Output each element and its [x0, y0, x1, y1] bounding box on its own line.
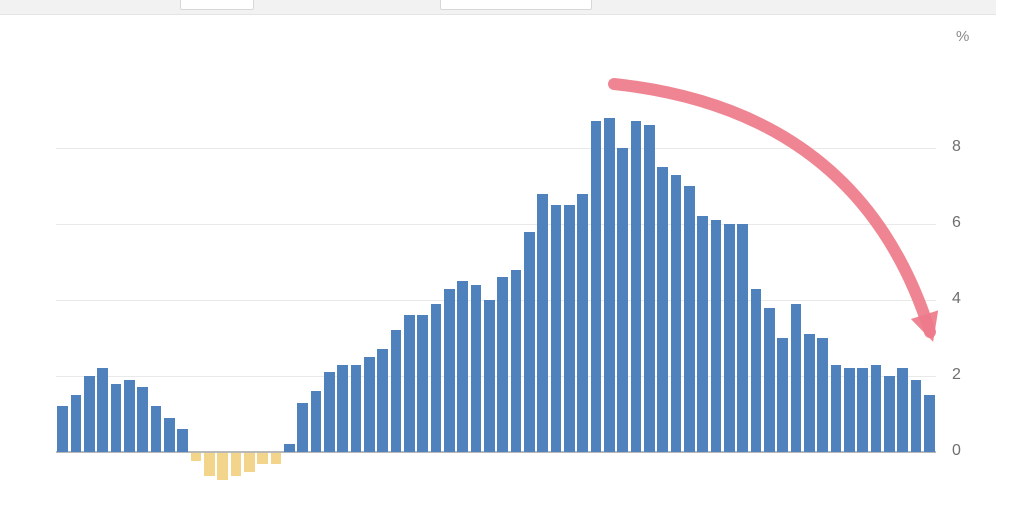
bar[interactable] [284, 444, 295, 452]
bar[interactable] [97, 368, 108, 452]
gridline [56, 224, 936, 225]
gridline [56, 148, 936, 149]
bar[interactable] [84, 376, 95, 452]
bar[interactable] [537, 194, 548, 452]
bar[interactable] [164, 418, 175, 452]
bar[interactable] [404, 315, 415, 452]
bar[interactable] [697, 216, 708, 452]
bar[interactable] [57, 406, 68, 452]
bar[interactable] [137, 387, 148, 452]
bar[interactable] [337, 365, 348, 452]
bar[interactable] [271, 453, 282, 464]
plot-area [56, 72, 936, 511]
y-tick-label: 4 [952, 290, 961, 308]
bar[interactable] [564, 205, 575, 452]
y-axis-unit: % [956, 28, 969, 45]
bar[interactable] [897, 368, 908, 452]
bar[interactable] [111, 384, 122, 452]
bar[interactable] [457, 281, 468, 452]
bar[interactable] [191, 453, 202, 461]
y-tick-label: 0 [952, 442, 961, 460]
bar[interactable] [604, 118, 615, 452]
bar[interactable] [671, 175, 682, 452]
bar[interactable] [871, 365, 882, 452]
bar[interactable] [591, 121, 602, 452]
bar[interactable] [377, 349, 388, 452]
toolbar-strip [0, 0, 996, 15]
toolbar-control[interactable] [180, 0, 254, 10]
bar[interactable] [737, 224, 748, 452]
bar[interactable] [911, 380, 922, 452]
bar[interactable] [791, 304, 802, 452]
bar[interactable] [857, 368, 868, 452]
bar[interactable] [471, 285, 482, 452]
bar[interactable] [711, 220, 722, 452]
y-tick-label: 8 [952, 138, 961, 156]
bar[interactable] [817, 338, 828, 452]
bar[interactable] [151, 406, 162, 452]
bar[interactable] [577, 194, 588, 452]
bar[interactable] [631, 121, 642, 452]
chart-frame: % 0 2 4 6 8 [0, 0, 1024, 511]
bar[interactable] [657, 167, 668, 452]
bar[interactable] [231, 453, 242, 476]
y-tick-label: 2 [952, 366, 961, 384]
bar[interactable] [831, 365, 842, 452]
bar[interactable] [777, 338, 788, 452]
bar[interactable] [324, 372, 335, 452]
bar[interactable] [804, 334, 815, 452]
bar[interactable] [751, 289, 762, 452]
bar[interactable] [257, 453, 268, 464]
bar[interactable] [217, 453, 228, 480]
bar[interactable] [617, 148, 628, 452]
bar[interactable] [924, 395, 935, 452]
bar[interactable] [204, 453, 215, 476]
bar[interactable] [684, 186, 695, 452]
bar[interactable] [391, 330, 402, 452]
toolbar-control[interactable] [440, 0, 592, 10]
bar[interactable] [244, 453, 255, 472]
y-tick-label: 6 [952, 214, 961, 232]
bar[interactable] [431, 304, 442, 452]
bar[interactable] [884, 376, 895, 452]
gridline [56, 300, 936, 301]
bar[interactable] [351, 365, 362, 452]
bar[interactable] [644, 125, 655, 452]
bar[interactable] [444, 289, 455, 452]
bar[interactable] [844, 368, 855, 452]
bar[interactable] [524, 232, 535, 452]
bar[interactable] [724, 224, 735, 452]
bar[interactable] [484, 300, 495, 452]
bar[interactable] [511, 270, 522, 452]
bar[interactable] [177, 429, 188, 452]
bar[interactable] [497, 277, 508, 452]
bar[interactable] [71, 395, 82, 452]
bar[interactable] [124, 380, 135, 452]
bar[interactable] [297, 403, 308, 452]
bar[interactable] [764, 308, 775, 452]
bar[interactable] [551, 205, 562, 452]
bar[interactable] [311, 391, 322, 452]
bar[interactable] [364, 357, 375, 452]
bar[interactable] [417, 315, 428, 452]
